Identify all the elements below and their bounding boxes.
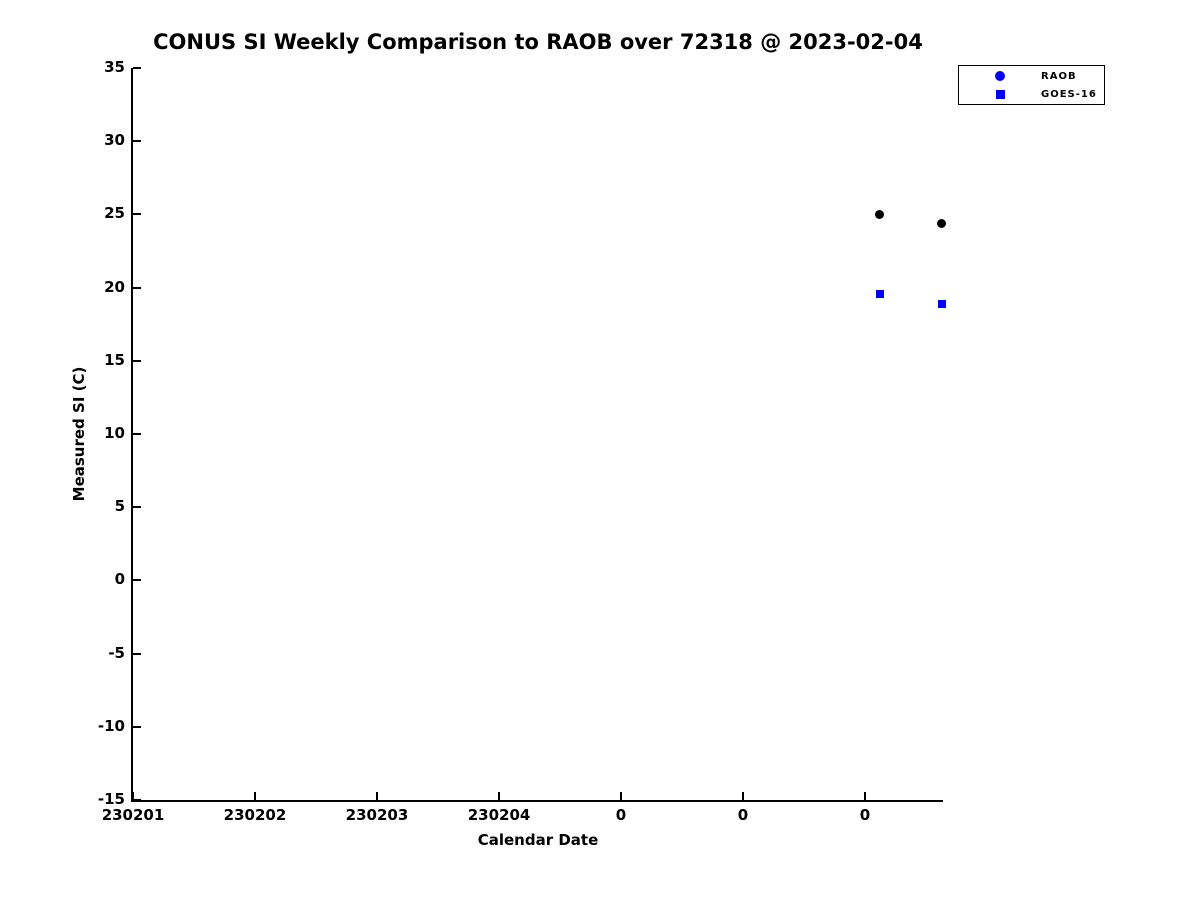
y-tick-label: 35 <box>104 58 125 76</box>
x-tick-label: 0 <box>615 806 627 824</box>
raob-data-point <box>874 209 884 219</box>
y-tick-label: 10 <box>104 424 125 442</box>
x-tick-label: 230201 <box>101 806 165 824</box>
plot-area <box>131 67 947 802</box>
y-tick-mark <box>133 213 141 216</box>
legend-marker-box <box>959 89 1041 99</box>
y-tick-label: 15 <box>104 350 125 369</box>
x-axis-label: Calendar Date <box>477 831 599 849</box>
legend-label-raob: RAOB <box>1041 70 1077 82</box>
x-tick-mark <box>620 792 623 800</box>
x-tick-mark <box>498 792 501 800</box>
y-tick-mark <box>133 140 141 143</box>
legend-entry-raob: RAOB <box>959 68 1104 84</box>
y-tick-label: 5 <box>114 497 125 516</box>
y-tick-label: -10 <box>97 716 125 735</box>
y-tick-mark <box>133 359 141 362</box>
y-tick-label: 0 <box>114 570 125 589</box>
x-tick-label: 230204 <box>467 806 531 824</box>
x-tick-label: 0 <box>737 806 749 824</box>
y-tick-mark <box>133 286 141 289</box>
y-tick-mark <box>133 725 141 728</box>
legend-marker-box <box>959 71 1041 81</box>
y-tick-mark <box>133 799 141 801</box>
x-tick-label: 0 <box>859 806 871 824</box>
x-tick-mark <box>863 792 866 800</box>
goes-16-data-point <box>875 290 884 299</box>
x-tick-mark <box>253 792 256 800</box>
y-tick-label: -15 <box>97 790 125 808</box>
chart-title: CONUS SI Weekly Comparison to RAOB over … <box>153 30 923 54</box>
y-tick-mark <box>133 652 141 655</box>
y-tick-label: 25 <box>104 204 125 223</box>
goes-16-data-point <box>938 299 947 308</box>
y-tick-mark <box>133 433 141 435</box>
legend-label-goes16: GOES-16 <box>1041 88 1097 100</box>
x-tick-label: 230202 <box>223 806 287 824</box>
y-tick-label: -5 <box>108 643 125 662</box>
goes16-square-marker-icon <box>995 89 1005 99</box>
y-tick-mark <box>133 506 141 509</box>
x-tick-mark <box>375 792 378 800</box>
legend-entry-goes16: GOES-16 <box>959 86 1104 102</box>
x-tick-mark <box>132 792 134 800</box>
raob-data-point <box>936 219 946 229</box>
raob-circle-marker-icon <box>995 71 1005 81</box>
y-tick-label: 30 <box>104 131 125 150</box>
y-tick-label: 20 <box>104 277 125 296</box>
x-tick-label: 230203 <box>345 806 409 824</box>
y-tick-mark <box>133 579 141 582</box>
legend: RAOB GOES-16 <box>958 65 1105 105</box>
x-tick-mark <box>742 792 744 800</box>
y-tick-mark <box>133 67 141 69</box>
